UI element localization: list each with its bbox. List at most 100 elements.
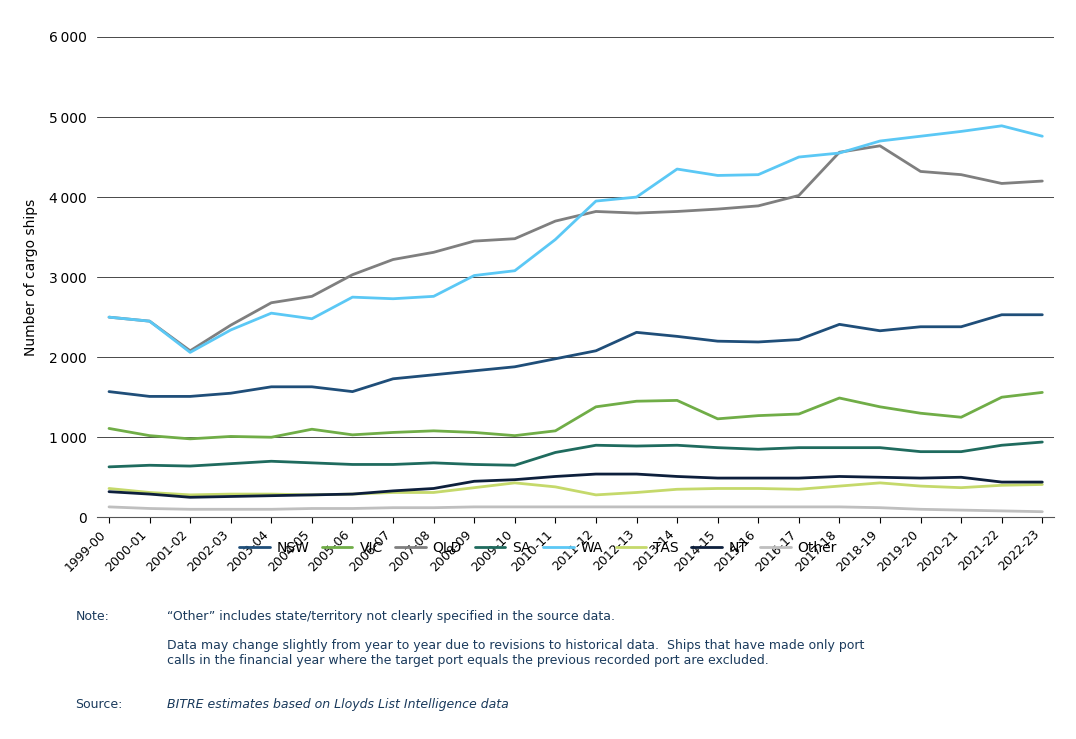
SA [874, 443, 887, 452]
TAS [468, 483, 481, 492]
Line: NT: NT [109, 474, 1043, 497]
NT [711, 474, 724, 483]
WA [224, 325, 237, 334]
WA [508, 266, 521, 275]
Other [224, 505, 237, 514]
VIC [346, 430, 359, 439]
NSW [306, 382, 318, 391]
NT [1036, 477, 1049, 486]
TAS [346, 490, 359, 499]
VIC [874, 402, 887, 411]
TAS [752, 484, 765, 493]
NSW [670, 332, 683, 341]
SA [670, 440, 683, 449]
WA [427, 292, 440, 301]
VIC [184, 435, 197, 443]
SA [102, 463, 115, 471]
NT [792, 474, 805, 483]
QLD [631, 208, 643, 217]
TAS [711, 484, 724, 493]
Other [670, 503, 683, 511]
SA [265, 457, 278, 466]
Other [508, 503, 521, 511]
TAS [670, 485, 683, 494]
Line: NSW: NSW [109, 315, 1043, 396]
VIC [711, 415, 724, 423]
QLD [670, 207, 683, 216]
WA [670, 165, 683, 174]
QLD [143, 317, 156, 326]
VIC [306, 425, 318, 434]
Line: QLD: QLD [109, 146, 1043, 351]
Other [874, 503, 887, 512]
Line: VIC: VIC [109, 392, 1043, 439]
SA [143, 461, 156, 470]
Other [792, 503, 805, 511]
Line: TAS: TAS [109, 483, 1043, 495]
Text: “Other” includes state/territory not clearly specified in the source data.: “Other” includes state/territory not cle… [167, 610, 614, 623]
Text: Source:: Source: [75, 698, 123, 712]
QLD [711, 205, 724, 214]
WA [833, 149, 846, 157]
NT [346, 490, 359, 499]
WA [143, 317, 156, 326]
QLD [224, 321, 237, 330]
NSW [468, 367, 481, 375]
NSW [631, 328, 643, 337]
SA [184, 462, 197, 471]
NSW [590, 347, 603, 355]
QLD [752, 202, 765, 211]
VIC [102, 424, 115, 433]
SA [224, 459, 237, 468]
QLD [833, 148, 846, 157]
NSW [711, 337, 724, 346]
Other [386, 503, 399, 512]
NSW [102, 387, 115, 396]
QLD [549, 217, 562, 225]
VIC [752, 411, 765, 420]
WA [590, 197, 603, 205]
Other [833, 503, 846, 511]
SA [386, 460, 399, 469]
Text: BITRE estimates based on Lloyds List Intelligence data: BITRE estimates based on Lloyds List Int… [167, 698, 509, 712]
TAS [549, 483, 562, 491]
VIC [427, 426, 440, 435]
NSW [224, 389, 237, 398]
QLD [915, 167, 928, 176]
NT [752, 474, 765, 483]
NSW [752, 338, 765, 347]
NSW [833, 320, 846, 329]
NSW [549, 354, 562, 363]
SA [1036, 437, 1049, 446]
NT [143, 490, 156, 499]
Other [306, 504, 318, 513]
WA [386, 294, 399, 303]
SA [915, 447, 928, 456]
WA [752, 170, 765, 179]
VIC [792, 409, 805, 418]
VIC [590, 402, 603, 411]
WA [792, 153, 805, 162]
SA [468, 460, 481, 469]
NT [915, 474, 928, 483]
NT [265, 491, 278, 500]
NSW [915, 322, 928, 331]
NSW [1036, 310, 1049, 319]
Other [265, 505, 278, 514]
Line: WA: WA [109, 126, 1043, 353]
SA [590, 440, 603, 449]
VIC [549, 426, 562, 435]
Other [102, 503, 115, 511]
TAS [265, 490, 278, 499]
SA [954, 447, 967, 456]
VIC [1036, 388, 1049, 397]
NSW [995, 310, 1008, 319]
NT [995, 477, 1008, 486]
QLD [874, 141, 887, 150]
NSW [954, 322, 967, 331]
Other [995, 506, 1008, 515]
Other [590, 503, 603, 511]
VIC [631, 397, 643, 406]
VIC [143, 432, 156, 440]
WA [306, 314, 318, 323]
